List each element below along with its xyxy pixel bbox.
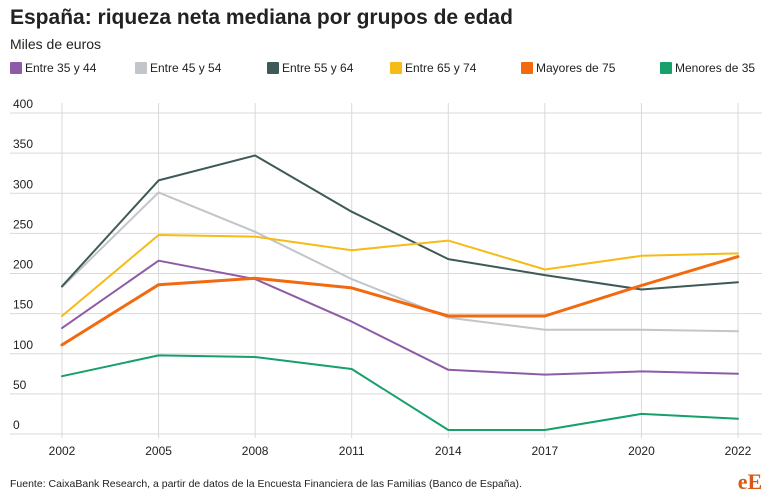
series-line-menores-de-35	[61, 354, 739, 431]
x-tick-label: 2014	[435, 444, 462, 458]
legend-swatch	[660, 62, 672, 74]
chart-legend: Entre 35 y 44 Entre 45 y 54 Entre 55 y 64 E…	[10, 59, 770, 77]
legend-label: Entre 45 y 54	[150, 61, 222, 75]
legend-swatch	[135, 62, 147, 74]
x-tick-label: 2002	[49, 444, 76, 458]
legend-item: Entre 45 y 54	[135, 59, 221, 77]
legend-label: Entre 55 y 64	[282, 61, 354, 75]
legend-label: Entre 65 y 74	[405, 61, 477, 75]
legend-label: Menores de 35	[675, 61, 756, 75]
y-tick-label: 0	[13, 418, 20, 432]
x-tick-label: 2017	[532, 444, 559, 458]
y-tick-label: 50	[13, 378, 27, 392]
legend-swatch	[10, 62, 22, 74]
chart-subtitle: Miles de euros	[10, 36, 102, 52]
x-tick-label: 2022	[725, 444, 752, 458]
chart-title: España: riqueza neta mediana por grupos …	[10, 6, 513, 29]
y-tick-label: 100	[13, 338, 33, 352]
legend-item: Entre 35 y 44	[10, 59, 96, 77]
x-tick-label: 2020	[628, 444, 655, 458]
y-tick-label: 350	[13, 137, 33, 151]
legend-swatch	[390, 62, 402, 74]
source-note: Fuente: CaixaBank Research, a partir de …	[10, 478, 522, 490]
line-chart: 0 50 100 150 200 250 300 350 400 2002 2005 2008 2011…	[10, 97, 762, 458]
logo-text: eE	[738, 469, 762, 494]
y-tick-label: 400	[13, 97, 33, 111]
x-tick-label: 2008	[242, 444, 269, 458]
series-line-mayores-de-75	[60, 255, 740, 347]
legend-swatch	[521, 62, 533, 74]
y-tick-label: 300	[13, 177, 33, 191]
x-tick-label: 2005	[145, 444, 172, 458]
y-tick-label: 150	[13, 298, 33, 312]
series-line-entre-35-y-44	[61, 259, 739, 376]
legend-item: Mayores de 75	[521, 59, 615, 77]
series-line-entre-55-y-64	[61, 154, 739, 291]
legend-item: Menores de 35	[660, 59, 755, 77]
legend-item: Entre 55 y 64	[267, 59, 353, 77]
legend-label: Mayores de 75	[536, 61, 616, 75]
legend-label: Entre 35 y 44	[25, 61, 97, 75]
y-tick-label: 250	[13, 217, 33, 231]
series-line-entre-45-y-54	[61, 191, 739, 333]
x-tick-label: 2011	[339, 444, 365, 458]
y-tick-label: 200	[13, 258, 33, 272]
series-line-entre-65-y-74	[61, 234, 739, 317]
brand-logo: eE	[738, 469, 762, 494]
legend-item: Entre 65 y 74	[390, 59, 476, 77]
legend-swatch	[267, 62, 279, 74]
